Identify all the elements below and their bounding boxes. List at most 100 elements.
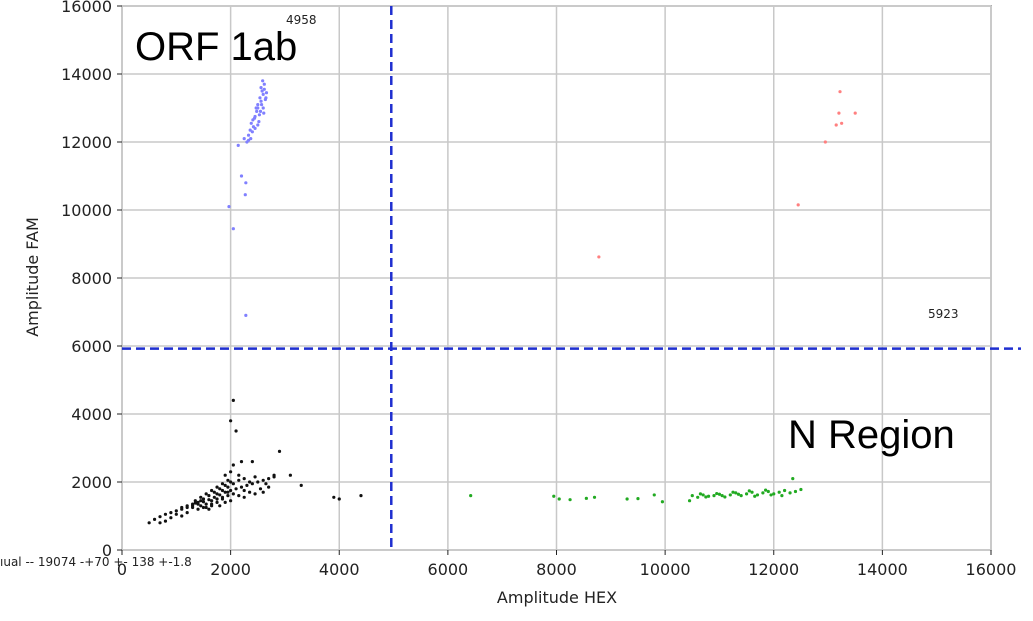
data-point bbox=[840, 121, 844, 125]
data-point bbox=[299, 483, 303, 487]
data-point bbox=[207, 498, 211, 502]
data-point bbox=[755, 493, 760, 497]
data-point bbox=[772, 492, 776, 496]
data-point bbox=[262, 87, 266, 91]
data-point bbox=[204, 505, 208, 510]
data-point bbox=[706, 494, 711, 498]
data-point bbox=[250, 130, 254, 134]
data-point bbox=[199, 504, 203, 508]
data-point bbox=[250, 482, 254, 486]
data-point bbox=[249, 121, 253, 125]
data-point bbox=[261, 478, 265, 482]
x-axis-label: Amplitude HEX bbox=[497, 588, 617, 607]
data-point bbox=[218, 493, 222, 497]
data-point bbox=[227, 205, 231, 209]
data-point bbox=[257, 113, 262, 117]
data-point bbox=[263, 97, 267, 102]
data-point bbox=[337, 497, 341, 501]
data-point bbox=[239, 460, 244, 464]
data-point bbox=[761, 491, 765, 495]
data-point bbox=[158, 521, 162, 525]
data-point bbox=[246, 138, 251, 142]
data-point bbox=[734, 491, 738, 495]
data-point bbox=[253, 475, 257, 479]
data-point bbox=[229, 419, 233, 423]
data-point bbox=[215, 492, 219, 496]
data-point bbox=[625, 497, 629, 501]
data-point bbox=[244, 181, 248, 185]
data-point bbox=[584, 496, 588, 500]
data-point bbox=[223, 473, 227, 477]
y-tick-label: 14000 bbox=[61, 65, 112, 84]
data-point bbox=[229, 499, 233, 503]
data-point bbox=[258, 96, 262, 100]
data-point bbox=[244, 313, 248, 317]
data-point bbox=[239, 174, 244, 178]
data-point bbox=[259, 86, 263, 90]
data-point bbox=[243, 193, 247, 197]
data-point bbox=[191, 502, 195, 506]
data-point bbox=[248, 128, 252, 132]
data-point bbox=[231, 227, 235, 231]
data-point bbox=[196, 507, 200, 511]
data-point bbox=[744, 492, 749, 496]
data-point bbox=[220, 482, 225, 486]
data-point bbox=[262, 82, 266, 86]
data-point bbox=[791, 477, 795, 481]
data-point bbox=[652, 493, 656, 497]
data-point bbox=[469, 494, 473, 498]
data-point bbox=[212, 495, 216, 499]
data-point bbox=[226, 494, 230, 498]
data-point bbox=[249, 137, 253, 141]
data-point bbox=[261, 79, 265, 83]
data-point bbox=[180, 505, 184, 510]
data-point bbox=[242, 488, 246, 493]
data-point bbox=[169, 516, 173, 520]
data-point bbox=[242, 495, 246, 499]
x-tick-label: 12000 bbox=[748, 560, 799, 579]
data-point bbox=[766, 489, 770, 494]
data-point bbox=[769, 493, 773, 497]
data-point bbox=[215, 497, 219, 501]
data-point bbox=[185, 510, 189, 515]
data-point bbox=[788, 491, 792, 495]
data-point bbox=[226, 485, 230, 489]
data-point bbox=[201, 505, 206, 510]
region-label-n-region: N Region bbox=[788, 413, 955, 457]
data-point bbox=[158, 515, 162, 519]
data-point bbox=[253, 126, 257, 130]
data-point bbox=[793, 489, 798, 494]
data-point bbox=[764, 488, 768, 492]
x-tick-label: 4000 bbox=[319, 560, 360, 579]
data-point bbox=[237, 478, 241, 482]
data-point bbox=[220, 488, 225, 493]
x-tick-label: 14000 bbox=[857, 560, 908, 579]
x-tick-label: 8000 bbox=[536, 560, 577, 579]
data-point bbox=[254, 106, 258, 110]
data-point bbox=[736, 492, 741, 496]
data-point bbox=[201, 500, 206, 504]
data-point bbox=[723, 495, 727, 499]
data-point bbox=[853, 111, 857, 115]
data-point bbox=[212, 490, 216, 494]
data-point bbox=[191, 505, 195, 510]
data-point bbox=[838, 90, 842, 94]
data-point bbox=[796, 203, 800, 207]
data-point bbox=[207, 494, 211, 498]
data-point bbox=[218, 487, 222, 491]
data-point bbox=[660, 500, 665, 504]
data-point bbox=[255, 109, 259, 113]
data-point bbox=[739, 494, 743, 498]
data-point bbox=[234, 429, 238, 433]
data-point bbox=[259, 103, 264, 107]
data-point bbox=[264, 91, 269, 95]
data-point bbox=[180, 514, 184, 518]
data-point bbox=[199, 499, 203, 503]
x-tick-label: 2000 bbox=[210, 560, 251, 579]
data-point bbox=[636, 497, 640, 501]
data-point bbox=[248, 490, 252, 494]
data-point bbox=[163, 519, 168, 523]
data-point bbox=[210, 488, 214, 493]
data-point bbox=[690, 494, 694, 498]
data-point bbox=[256, 103, 260, 107]
